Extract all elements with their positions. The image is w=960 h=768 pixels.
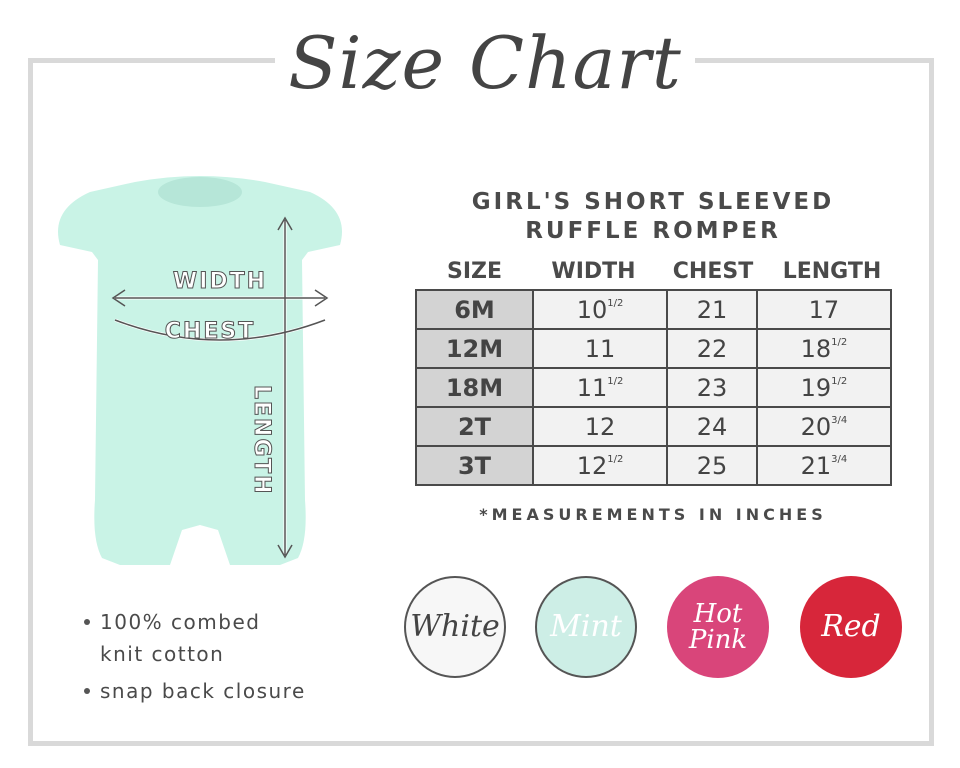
color-swatch-red: Red: [800, 576, 902, 678]
cell-width: 11: [531, 328, 669, 369]
cell-value: 18: [800, 334, 832, 363]
chest-label: CHEST: [165, 319, 255, 344]
bullet-icon: [84, 688, 90, 694]
color-swatch-hot-pink: Hot Pink: [667, 576, 769, 678]
cell-value: 17: [808, 295, 840, 324]
header-size: SIZE: [446, 259, 502, 284]
cell-size: 2T: [415, 406, 534, 447]
cell-value: 21: [800, 451, 832, 480]
cell-size: 18M: [415, 367, 534, 408]
cell-chest: 24: [666, 406, 758, 447]
feature-text: knit cotton: [100, 642, 225, 666]
cell-value: 18M: [445, 373, 504, 402]
length-label: LENGTH: [249, 385, 274, 496]
table-row: 2T 12 24 203/4: [415, 406, 893, 447]
cell-value: 6M: [454, 295, 495, 324]
cell-length: 213/4: [755, 445, 893, 486]
cell-value: 12M: [445, 334, 504, 363]
cell-value: 10: [576, 295, 608, 324]
feature-text: 100% combed: [100, 610, 261, 634]
color-name: Hot Pink: [688, 599, 748, 655]
color-name: Mint: [550, 609, 622, 644]
cell-width: 121/2: [531, 445, 669, 486]
cell-fraction: 1/2: [831, 375, 848, 387]
cell-fraction: 3/4: [831, 414, 848, 426]
cell-chest: 21: [666, 289, 758, 330]
cell-value: 25: [696, 451, 728, 480]
page-title: Size Chart: [288, 21, 682, 105]
romper-illustration: WIDTH CHEST LENGTH: [58, 176, 342, 565]
color-swatch-white: White: [404, 576, 506, 678]
cell-value: 21: [696, 295, 728, 324]
cell-size: 3T: [415, 445, 534, 486]
cell-value: 12: [576, 451, 608, 480]
feature-text: snap back closure: [100, 679, 306, 703]
cell-fraction: 3/4: [831, 453, 848, 465]
table-row: 18M 111/2 23 191/2: [415, 367, 893, 408]
product-title-line: RUFFLE ROMPER: [525, 218, 781, 244]
header-width: WIDTH: [551, 259, 636, 284]
cell-fraction: 1/2: [607, 297, 624, 309]
color-name: Red: [821, 609, 881, 644]
table-row: 3T 121/2 25 213/4: [415, 445, 893, 486]
cell-length: 17: [755, 289, 893, 330]
header-length: LENGTH: [782, 259, 882, 284]
cell-fraction: 1/2: [607, 453, 624, 465]
cell-value: 24: [696, 412, 728, 441]
cell-value: 2T: [457, 412, 492, 441]
cell-width: 111/2: [531, 367, 669, 408]
cell-value: 11: [576, 373, 608, 402]
product-title: GIRL'S SHORT SLEEVED RUFFLE ROMPER: [405, 188, 901, 246]
cell-value: 23: [696, 373, 728, 402]
bullet-icon: [84, 619, 90, 625]
color-swatch-mint: Mint: [535, 576, 637, 678]
table-row: 12M 11 22 181/2: [415, 328, 893, 369]
cell-fraction: 1/2: [831, 336, 848, 348]
feature-item: 100% combed knit cotton: [84, 606, 261, 670]
color-name: White: [410, 609, 500, 644]
cell-value: 3T: [457, 451, 492, 480]
table-row: 6M 101/2 21 17: [415, 289, 893, 330]
header-chest: CHEST: [672, 259, 754, 284]
width-label: WIDTH: [173, 269, 267, 294]
cell-value: 12: [584, 412, 616, 441]
cell-value: 22: [696, 334, 728, 363]
cell-value: 19: [800, 373, 832, 402]
title-gap: [275, 50, 695, 70]
product-title-line: GIRL'S SHORT SLEEVED: [471, 189, 835, 215]
cell-value: 11: [584, 334, 616, 363]
cell-width: 101/2: [531, 289, 669, 330]
cell-chest: 25: [666, 445, 758, 486]
cell-width: 12: [531, 406, 669, 447]
feature-item: snap back closure: [84, 675, 306, 707]
size-table: 6M 101/2 21 17 12M 11 22 181/2 18M 111/2 23 191/2 2T…: [415, 289, 893, 486]
cell-value: 20: [800, 412, 832, 441]
cell-size: 12M: [415, 328, 534, 369]
measurement-note: *MEASUREMENTS IN INCHES: [479, 505, 827, 524]
cell-length: 181/2: [755, 328, 893, 369]
cell-size: 6M: [415, 289, 534, 330]
cell-fraction: 1/2: [607, 375, 624, 387]
cell-length: 191/2: [755, 367, 893, 408]
cell-chest: 22: [666, 328, 758, 369]
cell-chest: 23: [666, 367, 758, 408]
cell-length: 203/4: [755, 406, 893, 447]
